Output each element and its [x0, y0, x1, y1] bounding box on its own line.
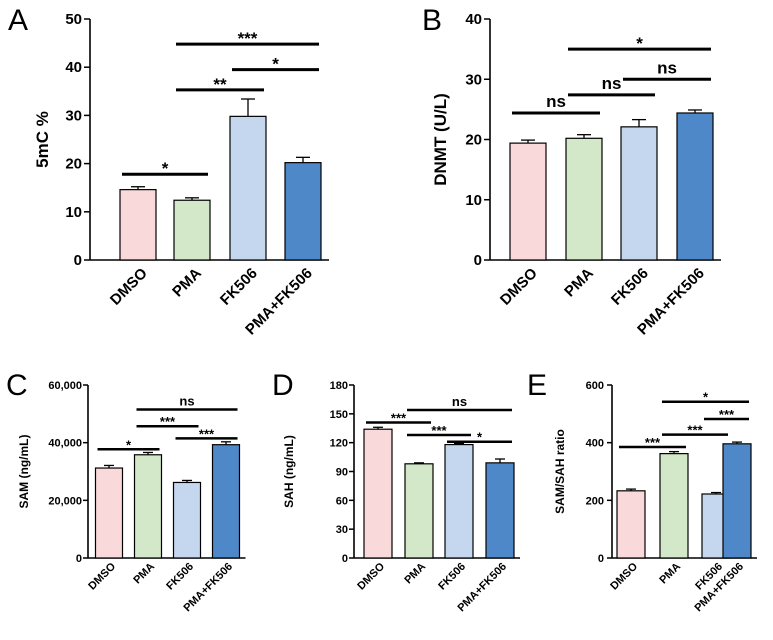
y-tick-label: 30: [65, 107, 82, 124]
y-tick-label: 0: [598, 553, 604, 565]
y-tick-label: 200: [586, 495, 604, 507]
y-tick-label: 10: [65, 204, 82, 221]
significance-label: ns: [546, 92, 566, 111]
y-tick-label: 0: [74, 252, 82, 269]
category-label: PMA: [131, 561, 157, 587]
y-axis-label: DNMT (U/L): [431, 93, 450, 186]
significance-label: ***: [687, 423, 703, 438]
y-tick-label: 90: [336, 467, 348, 479]
significance-label: *: [126, 437, 132, 452]
y-tick-label: 30: [465, 71, 482, 88]
bar-pma: [173, 199, 211, 261]
bar-fk506: [620, 126, 658, 261]
y-tick-label: 0: [474, 252, 482, 269]
y-tick-label: 10: [465, 192, 482, 209]
panel-letter: B: [422, 4, 442, 37]
y-tick-label: 20,000: [48, 495, 82, 507]
y-tick-label: 30: [336, 524, 348, 536]
significance-label: ns: [179, 394, 194, 409]
bar-pma-fk506: [284, 162, 322, 261]
y-tick-label: 180: [330, 380, 348, 392]
bar-dmso: [509, 142, 547, 261]
category-label: FK506: [217, 265, 261, 309]
significance-label: ***: [645, 435, 661, 450]
y-tick-label: 120: [330, 438, 348, 450]
category-label: PMA: [561, 265, 597, 301]
category-label: DMSO: [497, 265, 541, 309]
bar-pma: [133, 454, 163, 559]
y-axis-label: SAM/SAH ratio: [553, 429, 567, 514]
y-tick-label: 40: [65, 59, 82, 76]
significance-label: *: [162, 159, 169, 178]
y-tick-label: 60,000: [48, 380, 82, 392]
bar-pma: [565, 137, 603, 261]
category-label: FK506: [436, 561, 468, 593]
y-tick-label: 50: [65, 11, 82, 28]
bar-dmso: [363, 428, 393, 559]
category-label: PMA: [169, 265, 205, 301]
significance-label: **: [213, 75, 227, 94]
panel-letter: A: [8, 4, 28, 37]
bar-dmso: [119, 189, 157, 261]
category-label: PMA: [657, 561, 683, 587]
panel-d: D 0 30 60 90 120 150 180 SAH (ng/mL) DMSO PMA FK506…: [272, 369, 520, 614]
significance-label: ***: [391, 410, 407, 425]
y-tick-label: 600: [586, 380, 604, 392]
y-tick-label: 40,000: [48, 438, 82, 450]
significance-label: ***: [431, 423, 447, 438]
significance-label: ns: [452, 394, 467, 409]
significance-label: ***: [238, 29, 258, 48]
significance-label: ns: [657, 58, 677, 77]
bar-fk506: [172, 481, 202, 559]
panel-c: C 0 20,000 40,000 60,000 SAM (ng/mL) DMSO PMA FK…: [6, 369, 246, 614]
y-axis-label: SAM (ng/mL): [17, 435, 31, 509]
bar-pma: [404, 463, 434, 559]
y-tick-label: 150: [330, 409, 348, 421]
y-tick-label: 20: [465, 132, 482, 149]
panel-letter: D: [272, 369, 294, 402]
category-label: DMSO: [355, 560, 387, 592]
significance-label: ***: [719, 407, 735, 422]
category-label: FK506: [608, 265, 652, 309]
y-tick-label: 400: [586, 438, 604, 450]
y-tick-label: 0: [76, 553, 82, 565]
bar-pma: [659, 453, 689, 559]
significance-label: ***: [199, 426, 215, 441]
significance-label: *: [636, 34, 643, 53]
panel-letter: E: [527, 369, 547, 402]
bar-pma-fk506: [485, 462, 515, 559]
y-tick-label: 0: [342, 553, 348, 565]
panel-letter: C: [6, 369, 28, 402]
bar-pma-fk506: [676, 112, 714, 261]
category-label: PMA: [402, 561, 428, 587]
bar-dmso: [616, 490, 646, 559]
significance-label: ***: [160, 414, 176, 429]
category-label: DMSO: [86, 560, 118, 592]
y-tick-label: 60: [336, 495, 348, 507]
category-label: DMSO: [107, 265, 151, 309]
bar-fk506: [229, 115, 267, 261]
y-tick-label: 40: [465, 11, 482, 28]
bar-fk506: [444, 443, 474, 559]
significance-label: *: [703, 390, 709, 405]
category-label: FK506: [164, 561, 196, 593]
category-label: DMSO: [608, 560, 640, 592]
y-axis-label: 5mC %: [33, 111, 52, 168]
y-tick-label: 20: [65, 156, 82, 173]
bar-pma-fk506: [722, 443, 752, 559]
significance-label: ns: [602, 74, 622, 93]
significance-label: *: [272, 55, 279, 74]
bar-dmso: [94, 467, 124, 559]
y-axis-label: SAH (ng/mL): [282, 435, 296, 508]
significance-label: *: [477, 430, 483, 445]
bar-pma-fk506: [211, 444, 241, 559]
